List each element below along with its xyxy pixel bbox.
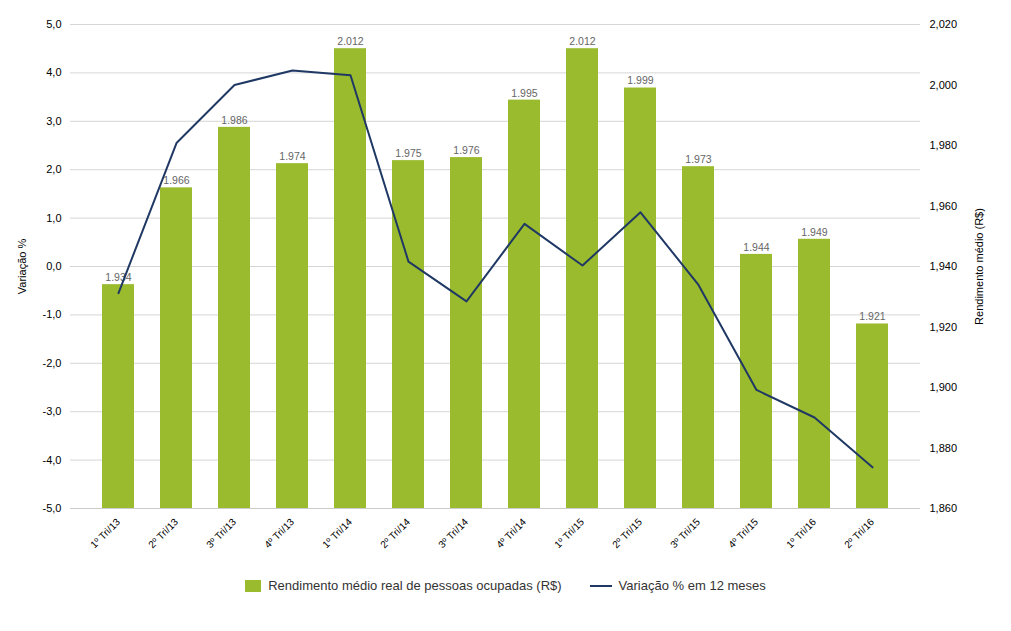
svg-text:1º Tri/14: 1º Tri/14 (320, 516, 354, 550)
svg-text:1º Tri/16: 1º Tri/16 (784, 516, 818, 550)
svg-text:1.966: 1.966 (163, 174, 189, 186)
svg-text:4º Tri/13: 4º Tri/13 (262, 516, 296, 550)
svg-text:1,980: 1,980 (930, 139, 958, 151)
html-text:Variação % em 12 meses: Variação % em 12 meses (618, 578, 766, 593)
svg-text:1º Tri/13: 1º Tri/13 (88, 516, 122, 550)
svg-text:1.934: 1.934 (105, 271, 131, 283)
svg-text:1.949: 1.949 (801, 226, 827, 238)
svg-text:3º Tri/15: 3º Tri/15 (668, 516, 702, 550)
svg-text:4º Tri/15: 4º Tri/15 (726, 516, 760, 550)
svg-text:1.999: 1.999 (627, 74, 653, 86)
svg-text:1,860: 1,860 (930, 502, 958, 514)
svg-text:2.012: 2.012 (337, 35, 363, 47)
svg-text:-1,0: -1,0 (43, 308, 62, 320)
svg-text:0,0: 0,0 (46, 260, 61, 272)
svg-text:2º Tri/16: 2º Tri/16 (842, 516, 876, 550)
svg-text:-3,0: -3,0 (43, 405, 62, 417)
svg-text:1.995: 1.995 (511, 86, 537, 98)
svg-text:-2,0: -2,0 (43, 357, 62, 369)
svg-text:5,0: 5,0 (46, 18, 61, 30)
html-text:Rendimento médio real de pesso: Rendimento médio real de pessoas ocupada… (268, 578, 562, 593)
svg-text:2,020: 2,020 (930, 18, 958, 30)
svg-text:1.974: 1.974 (279, 150, 305, 162)
svg-text:1º Tri/15: 1º Tri/15 (552, 516, 586, 550)
svg-text:1,920: 1,920 (930, 321, 958, 333)
svg-text:1,940: 1,940 (930, 260, 958, 272)
svg-text:3º Tri/13: 3º Tri/13 (204, 516, 238, 550)
svg-text:-4,0: -4,0 (43, 454, 62, 466)
svg-text:4º Tri/14: 4º Tri/14 (494, 516, 528, 550)
svg-text:1.976: 1.976 (453, 144, 479, 156)
svg-text:3,0: 3,0 (46, 115, 61, 127)
svg-text:Variação %: Variação % (16, 239, 28, 295)
svg-text:1.944: 1.944 (743, 241, 769, 253)
svg-text:1,880: 1,880 (930, 442, 958, 454)
svg-text:4,0: 4,0 (46, 66, 61, 78)
svg-text:-5,0: -5,0 (43, 502, 62, 514)
svg-text:2.012: 2.012 (569, 35, 595, 47)
svg-text:1.921: 1.921 (859, 310, 885, 322)
svg-text:1,960: 1,960 (930, 200, 958, 212)
svg-text:Rendimento médio (R$): Rendimento médio (R$) (973, 208, 985, 325)
svg-text:1.973: 1.973 (685, 153, 711, 165)
svg-text:1.975: 1.975 (395, 147, 421, 159)
svg-text:1,900: 1,900 (930, 381, 958, 393)
svg-text:2º Tri/15: 2º Tri/15 (610, 516, 644, 550)
svg-text:1,0: 1,0 (46, 212, 61, 224)
svg-text:2º Tri/14: 2º Tri/14 (378, 516, 412, 550)
svg-text:3º Tri/14: 3º Tri/14 (436, 516, 470, 550)
svg-text:1.986: 1.986 (221, 114, 247, 126)
svg-text:2,0: 2,0 (46, 163, 61, 175)
svg-text:2º Tri/13: 2º Tri/13 (146, 516, 180, 550)
svg-text:2,000: 2,000 (930, 79, 958, 91)
